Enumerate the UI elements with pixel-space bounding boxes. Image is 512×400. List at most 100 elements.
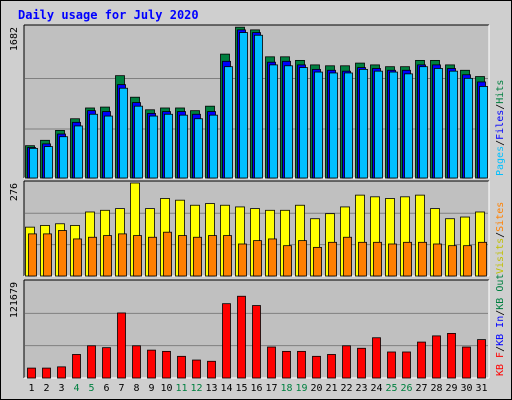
sites-bar	[298, 240, 307, 277]
sites-bar	[103, 235, 112, 277]
pages-bar	[449, 70, 458, 179]
legend-entry: KB F	[495, 352, 506, 376]
kb-bar	[87, 345, 96, 379]
x-tick-label: 7	[118, 383, 124, 394]
sites-bar	[268, 238, 277, 277]
pages-bar	[74, 125, 83, 179]
x-tick-label: 27	[415, 383, 427, 394]
sites-bar	[88, 236, 97, 277]
y-max-label: 1682	[9, 27, 20, 51]
sites-bar	[328, 241, 337, 277]
legend-entry: /	[495, 140, 506, 146]
x-tick-label: 16	[250, 383, 262, 394]
pages-bar	[119, 87, 128, 179]
sites-bar	[313, 246, 322, 277]
x-tick-label: 10	[160, 383, 172, 394]
y-max-label: 121679	[9, 282, 20, 318]
sites-bar	[463, 245, 472, 277]
x-tick-label: 30	[460, 383, 472, 394]
pages-bar	[134, 105, 143, 179]
chart-title: Daily usage for July 2020	[18, 8, 199, 22]
y-max-label: 276	[9, 183, 20, 201]
kb-bar	[162, 350, 171, 379]
kb-bar	[117, 312, 126, 379]
pages-bar	[164, 113, 173, 179]
pages-bar	[464, 77, 473, 179]
sites-bar	[358, 241, 367, 277]
x-tick-label: 22	[340, 383, 352, 394]
sites-bar	[433, 243, 442, 277]
sites-bar	[148, 236, 157, 277]
x-tick-label: 9	[148, 383, 154, 394]
kb-bar	[342, 345, 351, 379]
legend: Pages/Files/Hits	[495, 80, 506, 176]
x-tick-label: 3	[58, 383, 64, 394]
pages-bar	[239, 32, 248, 179]
sites-bar	[58, 230, 67, 277]
legend: Visits/Sites	[495, 202, 506, 274]
sites-bar	[418, 241, 427, 277]
pages-bar	[359, 68, 368, 179]
legend-entry: Files	[495, 110, 506, 140]
kb-bar	[72, 354, 81, 379]
kb-bar	[312, 355, 321, 379]
pages-bar	[404, 73, 413, 179]
x-tick-label: 6	[103, 383, 109, 394]
pages-bar	[179, 114, 188, 179]
kb-bar	[237, 295, 246, 379]
legend-entry: Hits	[495, 80, 506, 104]
sites-bar	[193, 236, 202, 277]
kb-bar	[177, 355, 186, 379]
sites-bar	[403, 241, 412, 277]
kb-bar	[327, 354, 336, 379]
x-tick-label: 1	[28, 383, 34, 394]
x-tick-label: 31	[475, 383, 487, 394]
x-tick-label: 5	[88, 383, 94, 394]
x-tick-label: 21	[325, 383, 337, 394]
sites-bar	[223, 235, 232, 277]
legend-entry: KB In	[495, 316, 506, 346]
sites-bar	[163, 231, 172, 277]
kb-bar	[192, 359, 201, 379]
pages-bar	[479, 86, 488, 179]
x-tick-label: 12	[190, 383, 202, 394]
x-tick-label: 20	[310, 383, 322, 394]
pages-bar	[194, 118, 203, 179]
pages-bar	[29, 147, 38, 179]
kb-bar	[417, 341, 426, 379]
legend-entry: Visits	[495, 238, 506, 274]
sites-bar	[118, 233, 127, 277]
sites-bar	[373, 241, 382, 277]
pages-bar	[299, 67, 308, 179]
kb-bar	[447, 333, 456, 379]
kb-bar	[432, 335, 441, 379]
x-tick-label: 26	[400, 383, 412, 394]
pages-bar	[224, 66, 233, 179]
pages-bar	[269, 64, 278, 179]
sites-bar	[178, 235, 187, 277]
legend-entry: /	[495, 310, 506, 316]
kb-bar	[147, 349, 156, 379]
pages-bar	[59, 136, 68, 179]
x-tick-label: 8	[133, 383, 139, 394]
legend-entry: /	[495, 346, 506, 352]
sites-bar	[343, 236, 352, 277]
kb-bar	[357, 347, 366, 379]
legend: KB F/KB In/KB Out	[495, 274, 506, 376]
legend-entry: Pages	[495, 146, 506, 176]
x-tick-label: 13	[205, 383, 217, 394]
x-tick-label: 11	[175, 383, 187, 394]
pages-bar	[434, 68, 443, 179]
x-tick-label: 15	[235, 383, 247, 394]
kb-bar	[252, 305, 261, 379]
sites-bar	[253, 240, 262, 277]
x-tick-label: 28	[430, 383, 442, 394]
kb-bar	[267, 346, 276, 379]
kb-bar	[372, 337, 381, 379]
sites-bar	[28, 233, 37, 277]
x-tick-label: 18	[280, 383, 292, 394]
pages-bar	[284, 65, 293, 179]
legend-entry: /	[495, 232, 506, 238]
pages-bar	[149, 115, 158, 179]
